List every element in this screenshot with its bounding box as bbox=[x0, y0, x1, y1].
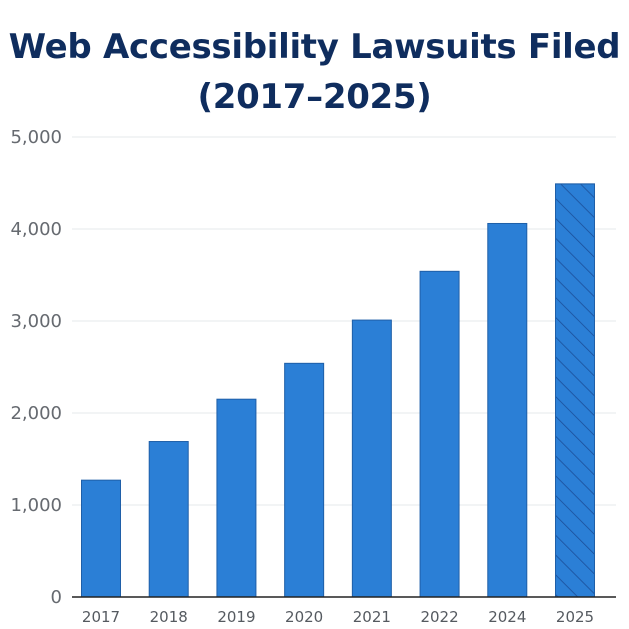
x-tick-label: 2020 bbox=[285, 608, 323, 626]
x-tick-label: 2025 bbox=[556, 608, 594, 626]
chart-title-line2: (2017–2025) bbox=[197, 77, 432, 117]
x-tick-label: 2021 bbox=[353, 608, 391, 626]
x-tick-label: 2019 bbox=[217, 608, 255, 626]
x-tick-label: 2024 bbox=[488, 608, 526, 626]
bar-2019 bbox=[216, 398, 257, 598]
bar-2018 bbox=[148, 441, 189, 598]
y-tick-label: 0 bbox=[51, 587, 62, 608]
bar-2022 bbox=[419, 270, 460, 598]
x-axis-ticks: 2017 2018 2019 2020 2021 2022 2024 2025 bbox=[82, 608, 594, 626]
y-tick-label: 3,000 bbox=[10, 311, 62, 332]
bar-hatch-2025 bbox=[555, 183, 595, 598]
bar-2024 bbox=[487, 222, 528, 598]
y-tick-label: 4,000 bbox=[10, 219, 62, 240]
chart-title-line1: Web Accessibility Lawsuits Filed bbox=[8, 27, 621, 67]
bar-2021 bbox=[351, 319, 392, 598]
y-axis-ticks: 0 1,000 2,000 3,000 4,000 5,000 bbox=[10, 127, 62, 608]
x-tick-label: 2017 bbox=[82, 608, 120, 626]
bars bbox=[81, 183, 595, 598]
x-tick-label: 2022 bbox=[420, 608, 458, 626]
x-tick-label: 2018 bbox=[150, 608, 188, 626]
bar-2017 bbox=[81, 479, 121, 598]
bar-2020 bbox=[284, 362, 325, 598]
chart-title: Web Accessibility Lawsuits Filed (2017–2… bbox=[0, 22, 629, 122]
y-tick-label: 1,000 bbox=[10, 495, 62, 516]
y-tick-label: 2,000 bbox=[10, 403, 62, 424]
y-tick-label: 5,000 bbox=[10, 127, 62, 148]
